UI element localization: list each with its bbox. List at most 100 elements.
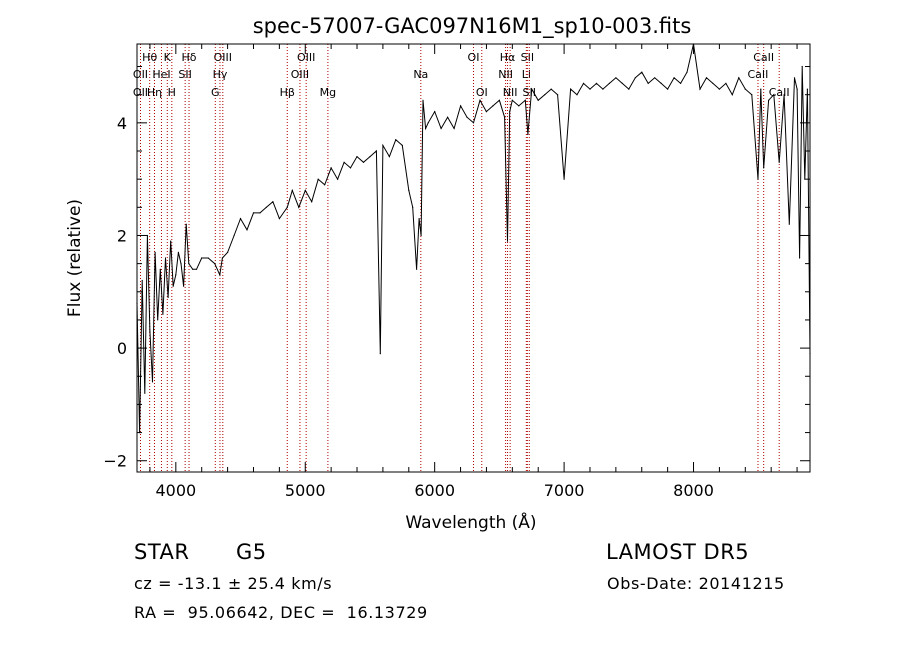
- flux-point-97: [621, 82, 623, 84]
- flux-point-112: [718, 88, 721, 90]
- spectral-line-label-23: Li: [522, 68, 531, 81]
- flux-point-66: [440, 127, 442, 130]
- flux-point-57: [408, 189, 410, 191]
- x-tick-label-4: 8000: [673, 481, 714, 500]
- y-tick-label-3: 4: [117, 114, 127, 133]
- flux-point-111: [712, 82, 714, 84]
- flux-point-56: [401, 144, 403, 146]
- flux-point-19: [185, 223, 187, 225]
- flux-point-22: [195, 268, 198, 270]
- flux-point-21: [192, 268, 194, 270]
- spectral-line-label-3: Hη: [147, 86, 162, 99]
- y-tick-label-0: −2: [103, 452, 127, 471]
- spectral-line-label-16: Na: [413, 68, 428, 81]
- flux-point-126: [793, 77, 796, 79]
- flux-point-131: [806, 88, 809, 90]
- flux-point-80: [518, 105, 520, 107]
- flux-point-23: [201, 257, 203, 259]
- flux-point-45: [337, 178, 339, 180]
- flux-point-82: [527, 133, 529, 135]
- spectral-line-label-25: CaII: [753, 51, 774, 64]
- flux-point-114: [731, 94, 733, 96]
- flux-point-106: [680, 82, 682, 84]
- x-tick-label-2: 6000: [414, 481, 455, 500]
- spectral-line-label-15: Mg: [320, 86, 336, 99]
- flux-point-122: [773, 94, 775, 96]
- flux-point-2: [141, 279, 143, 282]
- x-tick-label-1: 5000: [285, 481, 326, 500]
- flux-point-4: [146, 234, 148, 237]
- flux-point-50: [369, 156, 371, 158]
- object-class: STAR: [134, 540, 190, 564]
- spectral-line-label-2: OII: [133, 86, 148, 99]
- flux-point-119: [760, 88, 762, 90]
- flux-point-51: [375, 150, 377, 152]
- flux-point-128: [799, 257, 801, 259]
- flux-point-71: [472, 122, 475, 124]
- object-subclass: G5: [236, 540, 267, 564]
- flux-point-98: [628, 88, 630, 90]
- flux-point-123: [778, 161, 780, 163]
- flux-point-54: [388, 156, 390, 158]
- flux-point-8: [157, 319, 159, 321]
- flux-point-125: [788, 223, 790, 225]
- flux-point-38: [291, 189, 293, 191]
- y-tick-label-2: 2: [117, 226, 127, 245]
- flux-point-63: [425, 127, 427, 130]
- flux-point-55: [395, 139, 397, 141]
- flux-point-81: [524, 99, 526, 101]
- flux-point-99: [634, 77, 636, 79]
- flux-point-107: [686, 71, 688, 73]
- flux-point-79: [511, 99, 513, 101]
- flux-point-83: [531, 88, 533, 90]
- flux-point-17: [180, 263, 182, 265]
- spectral-line-label-14: OIII: [291, 68, 309, 81]
- flux-point-40: [304, 189, 306, 191]
- flux-point-100: [641, 71, 643, 73]
- flux-point-67: [447, 116, 449, 118]
- flux-point-73: [485, 111, 487, 113]
- spectral-line-label-0: Hθ: [142, 51, 157, 64]
- flux-point-129: [801, 65, 803, 68]
- spectral-line-label-24: SII: [523, 86, 536, 99]
- flux-point-35: [272, 201, 274, 203]
- spectral-line-label-18: OI: [476, 86, 488, 99]
- flux-point-69: [460, 105, 462, 107]
- spectral-line-label-22: SII: [521, 51, 534, 64]
- x-tick-label-3: 7000: [544, 481, 585, 500]
- flux-point-34: [265, 206, 267, 208]
- spectral-line-label-21: NII: [503, 86, 518, 99]
- flux-point-3: [144, 392, 146, 394]
- spectral-line-label-9: OIII: [214, 51, 232, 64]
- flux-point-24: [207, 257, 209, 259]
- flux-point-115: [738, 77, 740, 79]
- flux-point-94: [602, 88, 604, 90]
- flux-point-10: [162, 313, 164, 315]
- flux-point-101: [647, 82, 649, 84]
- flux-point-103: [660, 82, 662, 84]
- spectral-line-label-26: CaII: [748, 68, 769, 81]
- flux-point-68: [453, 127, 455, 130]
- flux-point-104: [667, 88, 669, 90]
- flux-point-14: [172, 285, 174, 287]
- spectral-line-label-6: H: [168, 86, 176, 99]
- flux-point-76: [504, 116, 506, 118]
- chart-title: spec-57007-GAC097N16M1_sp10-003.fits: [253, 14, 692, 39]
- spectral-line-label-19: Hα: [500, 51, 516, 64]
- flux-point-89: [570, 88, 572, 90]
- flux-point-95: [608, 82, 611, 84]
- flux-point-20: [188, 263, 190, 265]
- flux-point-25: [214, 263, 216, 265]
- flux-point-65: [434, 111, 436, 113]
- flux-point-109: [699, 88, 701, 90]
- flux-point-60: [418, 218, 420, 220]
- flux-point-41: [311, 201, 313, 203]
- flux-point-7: [154, 251, 156, 253]
- flux-point-15: [175, 274, 177, 276]
- flux-point-105: [673, 77, 675, 79]
- flux-point-44: [330, 167, 332, 169]
- flux-point-72: [479, 99, 481, 101]
- spectral-line-label-10: Hγ: [213, 68, 228, 81]
- flux-point-70: [466, 116, 468, 118]
- redshift-cz: cz = -13.1 ± 25.4 km/s: [134, 574, 333, 593]
